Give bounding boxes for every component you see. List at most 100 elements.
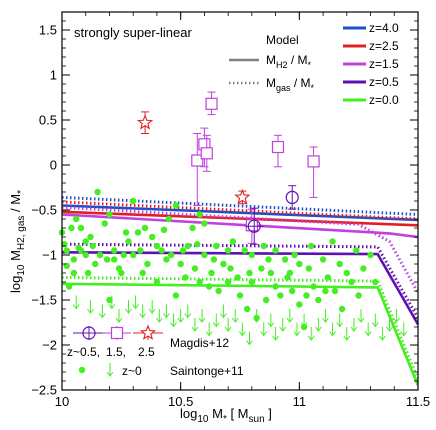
saintonge-point xyxy=(87,233,94,241)
saintonge-point xyxy=(336,260,343,268)
saintonge-point xyxy=(308,242,315,250)
saintonge-upper-limit-head xyxy=(343,335,351,341)
saintonge-point xyxy=(82,251,89,259)
saintonge-point xyxy=(201,220,208,227)
y-tick-label: −2 xyxy=(42,338,57,353)
z-legend-label: z=0.0 xyxy=(369,93,399,107)
magdis-layer xyxy=(136,91,320,245)
magdis-square-point xyxy=(205,97,218,110)
saintonge-upper-limit-head xyxy=(72,304,80,310)
saintonge-upper-limit-head xyxy=(224,326,232,332)
model-legend-title: Model xyxy=(266,33,299,47)
saintonge-upper-limit-head xyxy=(231,317,239,323)
saintonge-point xyxy=(184,242,191,250)
magdis-legend-star xyxy=(139,324,157,340)
saintonge-point xyxy=(241,247,248,254)
x-axis-label-part: log xyxy=(180,406,197,421)
saintonge-legend-z: z~0 xyxy=(122,364,142,378)
saintonge-point xyxy=(196,211,203,218)
saintonge-point xyxy=(194,241,201,248)
saintonge-point xyxy=(158,247,165,254)
z-legend-label: z=2.5 xyxy=(369,39,399,53)
magdis-square-point xyxy=(191,154,204,167)
saintonge-point xyxy=(303,292,310,299)
saintonge-point xyxy=(367,251,374,259)
saintonge-point xyxy=(75,244,82,251)
saintonge-legend-label: Saintonge+11 xyxy=(170,364,244,378)
saintonge-point xyxy=(348,278,355,286)
saintonge-point xyxy=(227,265,234,272)
saintonge-point xyxy=(272,247,279,254)
y-axis-label-part: / M xyxy=(8,194,23,216)
x-axis-label-part: sun xyxy=(249,414,265,425)
saintonge-upper-limit-head xyxy=(350,326,358,332)
x-axis-label-part: 10 xyxy=(197,414,209,425)
series-h2-line xyxy=(62,282,418,386)
saintonge-point xyxy=(189,224,196,232)
saintonge-point xyxy=(329,238,336,245)
y-tick-label: −2.5 xyxy=(31,383,57,398)
saintonge-point xyxy=(260,242,267,250)
saintonge-point xyxy=(153,278,161,286)
saintonge-point xyxy=(163,256,170,263)
saintonge-legend-point xyxy=(78,366,86,374)
z-legend-label: z=4.0 xyxy=(369,21,399,35)
saintonge-upper-limit-head xyxy=(393,317,401,323)
saintonge-upper-limit-head xyxy=(267,322,275,328)
saintonge-upper-limit-head xyxy=(163,313,170,319)
saintonge-point xyxy=(331,287,339,295)
saintonge-point xyxy=(315,296,322,304)
saintonge-upper-limit-head xyxy=(300,322,308,328)
x-tick-label: 10.5 xyxy=(168,394,193,409)
y-tick-label: −0.5 xyxy=(31,203,57,218)
saintonge-point xyxy=(210,256,218,263)
saintonge-upper-limit-head xyxy=(357,317,365,323)
saintonge-point xyxy=(353,247,360,254)
saintonge-point xyxy=(73,215,80,223)
saintonge-point xyxy=(103,256,111,263)
saintonge-point xyxy=(246,269,253,277)
saintonge-point xyxy=(82,238,89,245)
saintonge-point xyxy=(148,233,156,241)
saintonge-point xyxy=(77,224,85,232)
series-gas-line xyxy=(62,200,418,221)
magdis-star-point xyxy=(234,188,251,205)
y-axis-label-part: 10 xyxy=(16,264,27,276)
saintonge-point xyxy=(224,247,232,254)
saintonge-point xyxy=(338,305,346,313)
y-tick-label: 1.5 xyxy=(39,23,57,38)
y-tick-label: 0 xyxy=(50,158,57,173)
saintonge-upper-limit-head xyxy=(205,331,213,337)
saintonge-point xyxy=(208,269,215,277)
saintonge-point xyxy=(196,278,203,286)
saintonge-point xyxy=(355,292,362,299)
saintonge-point xyxy=(236,292,244,299)
saintonge-point xyxy=(360,265,367,272)
saintonge-point xyxy=(165,215,172,223)
saintonge-upper-limit-head xyxy=(148,308,156,314)
saintonge-point xyxy=(265,256,272,263)
saintonge-upper-limit-head xyxy=(272,335,280,341)
annotation-text: strongly super-linear xyxy=(74,25,192,40)
saintonge-point xyxy=(191,265,199,272)
saintonge-point xyxy=(160,226,168,233)
saintonge-point xyxy=(65,283,73,290)
saintonge-point xyxy=(296,301,303,308)
saintonge-point xyxy=(70,256,78,263)
model-legend-label-part: gas xyxy=(276,83,291,93)
model-legend-label-part: M xyxy=(266,76,276,90)
saintonge-point xyxy=(277,292,284,299)
saintonge-point xyxy=(213,242,220,250)
saintonge-upper-limit-head xyxy=(108,304,116,310)
saintonge-point xyxy=(177,260,184,268)
saintonge-upper-limit-head xyxy=(125,308,132,314)
x-tick-label: 10 xyxy=(55,394,69,409)
saintonge-upper-limit-head xyxy=(191,326,199,332)
axis-ticks: 10 10.5 11 11.5−2.5−2−1.5−1−0.500.511.5 xyxy=(31,12,430,409)
saintonge-point xyxy=(258,265,265,272)
saintonge-upper-limit-head xyxy=(378,335,386,341)
series-h2-line xyxy=(62,251,418,325)
saintonge-point xyxy=(172,202,180,209)
y-axis-label-part: M xyxy=(8,250,23,264)
